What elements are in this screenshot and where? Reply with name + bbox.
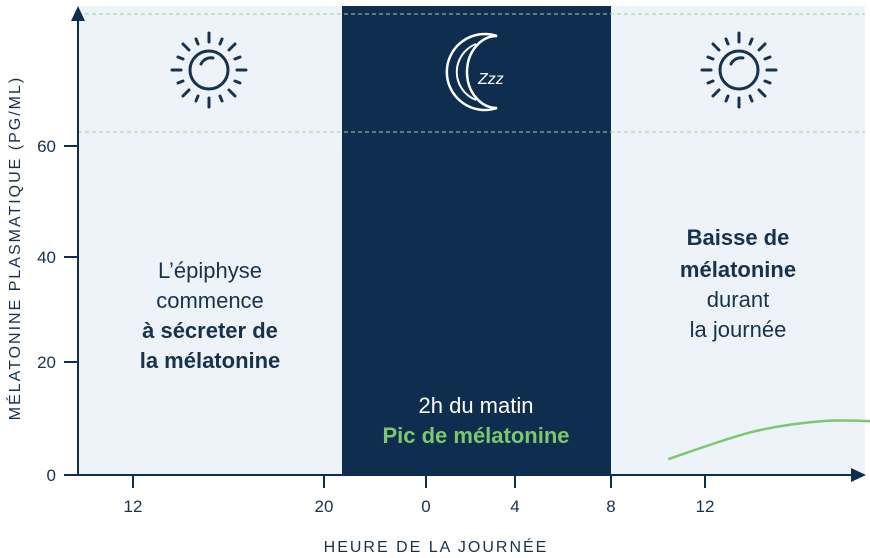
annotation-center: 2h du matin Pic de mélatonine: [382, 393, 569, 448]
annotation-left: L’épiphyse commence à sécreter de la mél…: [140, 258, 281, 373]
night-band: [342, 6, 611, 475]
moon-zzz-icon: Zzz: [445, 32, 504, 112]
sun-icon: [700, 31, 778, 109]
annotation-right-line: la journée: [690, 317, 787, 342]
annotation-left-line: L’épiphyse: [158, 258, 262, 283]
x-axis-title: HEURE DE LA JOURNÉE: [324, 537, 549, 556]
x-tick-label: 20: [315, 497, 334, 516]
y-tick-label: 60: [37, 137, 56, 156]
annotation-center-line: 2h du matin: [419, 393, 534, 418]
y-tick-label: 20: [37, 353, 56, 372]
annotation-left-line: la mélatonine: [140, 348, 281, 373]
y-axis-title: MÉLATONINE PLASMATIQUE (PG/ML): [5, 76, 24, 421]
y-tick-label: 0: [47, 466, 56, 485]
sun-icon: [170, 31, 248, 109]
x-axis-arrow-icon: [851, 468, 866, 482]
x-tick-label: 12: [696, 497, 715, 516]
y-tick-label: 40: [37, 248, 56, 267]
annotation-right-line: mélatonine: [680, 257, 796, 282]
moon-zzz-text: Zzz: [477, 71, 504, 88]
y-ticks: 0 20 40 60: [37, 137, 78, 485]
day-band-left: [78, 6, 342, 475]
annotation-right-line: Baisse de: [687, 225, 790, 250]
x-ticks: 12 20 0 4 8 12: [124, 475, 715, 516]
y-axis-arrow-icon: [71, 6, 85, 21]
annotation-center-line: Pic de mélatonine: [382, 423, 569, 448]
x-tick-label: 8: [606, 497, 615, 516]
annotation-left-line: commence: [156, 288, 264, 313]
annotation-right-line: durant: [707, 287, 769, 312]
day-band-right: [611, 6, 865, 475]
x-tick-label: 0: [421, 497, 430, 516]
annotation-right: Baisse de mélatonine durant la journée: [680, 225, 796, 342]
x-tick-label: 12: [124, 497, 143, 516]
annotation-left-line: à sécreter de: [142, 318, 278, 343]
x-tick-label: 4: [510, 497, 519, 516]
